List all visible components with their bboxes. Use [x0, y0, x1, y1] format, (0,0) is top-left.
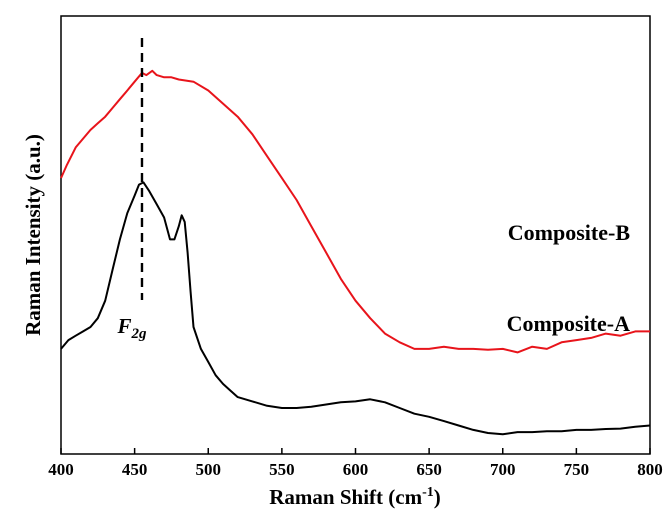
x-axis-title-sup: -1 [422, 485, 434, 500]
series-layer [60, 69, 651, 436]
series-label-composite-a: Composite-A [507, 311, 631, 336]
y-axis-title: Raman Intensity (a.u.) [21, 134, 45, 336]
series-line-composite-b [60, 69, 650, 354]
f2g-annotation: F2g [116, 314, 147, 342]
x-tick-label: 650 [416, 460, 442, 479]
series-line-composite-a [60, 181, 651, 436]
x-axis-title: Raman Shift (cm-1) [269, 485, 441, 509]
x-tick-label: 800 [637, 460, 663, 479]
f2g-subscript: 2g [130, 326, 147, 342]
x-ticks: 400 450 500 550 600 650 700 750 800 [48, 448, 663, 479]
x-tick-label: 500 [196, 460, 222, 479]
x-axis-title-tail: ) [434, 485, 441, 509]
f2g-base: F [116, 314, 131, 338]
x-axis-title-main: Raman Shift (cm [269, 485, 422, 509]
x-tick-label: 700 [490, 460, 516, 479]
x-tick-label: 450 [122, 460, 148, 479]
x-tick-label: 750 [564, 460, 590, 479]
series-label-composite-b: Composite-B [508, 220, 631, 245]
x-tick-label: 400 [48, 460, 74, 479]
x-tick-label: 600 [343, 460, 369, 479]
x-tick-label: 550 [269, 460, 295, 479]
